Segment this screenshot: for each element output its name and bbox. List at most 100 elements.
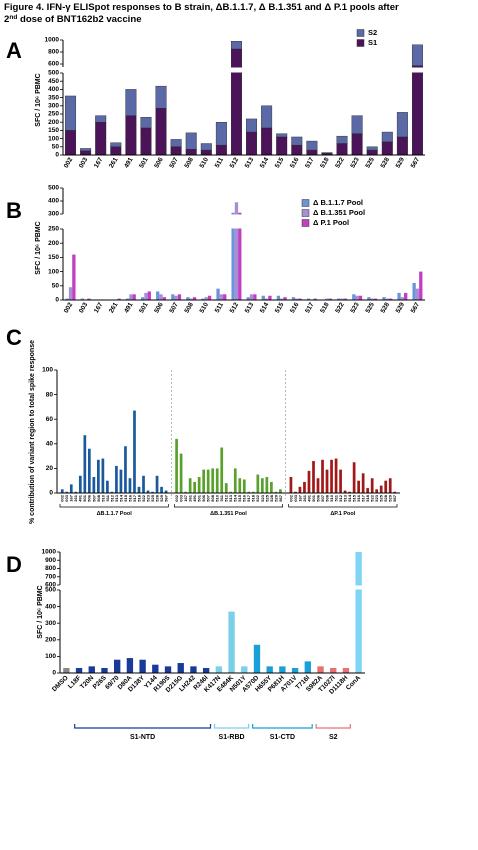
bar <box>393 491 397 493</box>
bar-segment <box>366 146 378 151</box>
x-tick-label: ConA <box>345 674 362 691</box>
x-tick-label: 517 <box>132 494 137 501</box>
bar <box>316 478 320 493</box>
x-tick-label: 508 <box>210 494 215 501</box>
group-bracket <box>173 504 284 508</box>
bar-segment <box>276 133 288 138</box>
x-tick-label: 261 <box>108 301 120 314</box>
panel-letter: C <box>6 325 22 350</box>
bar <box>65 298 69 300</box>
x-tick-label: 516 <box>356 494 361 501</box>
x-tick-label: 508 <box>183 156 195 169</box>
x-tick-label: 567 <box>410 301 422 314</box>
bar <box>68 287 73 300</box>
bar-segment <box>291 144 303 156</box>
x-tick-label: 507 <box>91 494 96 501</box>
bar <box>206 469 210 493</box>
x-tick-label: 002 <box>63 156 75 169</box>
x-tick-label: 491 <box>306 494 311 501</box>
bar <box>268 295 272 300</box>
x-tick-label: 522 <box>334 156 346 169</box>
y-tick-label: 400 <box>48 198 59 205</box>
group-label: ΔB.1.1.7 Pool <box>97 511 133 517</box>
x-tick-label: 511 <box>105 494 110 501</box>
x-tick-label: 515 <box>237 494 242 501</box>
y-tick-label: 40 <box>46 441 54 448</box>
x-tick-label: 167 <box>297 494 302 501</box>
bar <box>330 459 333 493</box>
x-tick-label: 506 <box>153 156 165 169</box>
legend-label: Δ B.1.1.7 Pool <box>313 198 363 207</box>
bar <box>219 294 224 300</box>
x-tick-label: 523 <box>374 494 379 501</box>
legend-swatch <box>356 29 365 37</box>
x-tick-label: 517 <box>361 494 366 501</box>
bar-segment <box>291 136 303 146</box>
bar-segment <box>80 150 92 156</box>
y-tick-label: 400 <box>48 86 59 93</box>
bar <box>234 202 239 300</box>
x-tick-label: 517 <box>304 301 316 314</box>
x-tick-label: 501 <box>138 156 150 169</box>
bar <box>72 254 76 300</box>
x-tick-label: 514 <box>259 156 271 169</box>
bar <box>193 481 196 493</box>
x-tick-label: 525 <box>379 494 384 501</box>
bar <box>224 483 228 493</box>
x-tick-label: 003 <box>179 494 184 501</box>
bar <box>295 298 299 300</box>
bar <box>179 453 183 493</box>
bar-segment <box>200 149 212 156</box>
x-tick-label: 491 <box>123 156 135 169</box>
x-tick-label: 516 <box>127 494 132 501</box>
x-tick-label: 513 <box>244 301 256 314</box>
bar <box>289 477 293 493</box>
bar-segment <box>170 146 182 156</box>
bar <box>65 491 69 493</box>
y-tick-label: 200 <box>48 240 59 247</box>
bar <box>291 297 296 300</box>
bar <box>388 478 392 493</box>
bar <box>74 491 78 493</box>
bar-segment <box>246 118 258 133</box>
bar <box>412 282 416 300</box>
bar <box>298 486 302 493</box>
x-tick-label: 513 <box>114 494 119 501</box>
bar <box>246 297 250 300</box>
y-tick-label: 20 <box>46 465 54 472</box>
x-tick-label: 501 <box>311 494 316 501</box>
y-tick-label: 500 <box>48 70 59 77</box>
bar <box>330 668 337 673</box>
bar <box>124 446 127 493</box>
bar-segment <box>230 48 242 156</box>
y-tick-label: 500 <box>48 185 59 192</box>
bar <box>192 297 197 300</box>
figure-title-line2: 2nd dose of BNT162b2 vaccine <box>4 14 142 26</box>
x-tick-label: 003 <box>78 156 90 169</box>
bar <box>133 410 136 493</box>
bar-segment <box>185 132 197 150</box>
bar <box>80 298 84 300</box>
group-bracket <box>59 504 169 508</box>
x-tick-label: 514 <box>347 494 352 501</box>
x-tick-label: 506 <box>201 494 206 501</box>
bar <box>184 491 187 493</box>
bar <box>307 470 311 493</box>
x-tick-label: 515 <box>352 494 357 501</box>
legend-swatch <box>301 209 310 217</box>
bar-segment <box>336 143 348 156</box>
x-tick-label: 515 <box>123 494 128 501</box>
bar <box>63 668 70 673</box>
bar <box>233 468 237 493</box>
x-tick-label: 002 <box>174 494 179 501</box>
y-tick-label: 0 <box>52 670 56 677</box>
title-superscript: nd <box>9 14 17 21</box>
bar <box>291 668 299 673</box>
bar-segment <box>381 131 393 143</box>
x-tick-label: 507 <box>168 156 180 169</box>
bar <box>337 298 341 300</box>
x-tick-label: 525 <box>150 494 155 501</box>
legend-label: Δ B.1.351 Pool <box>313 208 365 217</box>
legend-swatch <box>301 219 310 227</box>
group-label: S1-CTD <box>270 734 295 741</box>
